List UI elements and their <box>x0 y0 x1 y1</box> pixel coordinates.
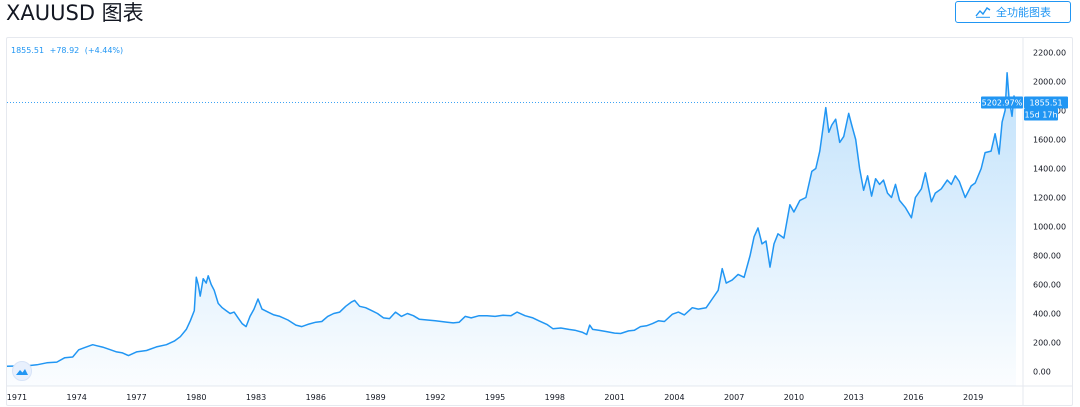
y-tick-label: 800.00 <box>1033 252 1061 261</box>
legend-change: +78.92 <box>49 46 80 55</box>
x-tick-label: 1980 <box>186 393 206 402</box>
full-chart-label: 全功能图表 <box>996 6 1051 19</box>
full-chart-button[interactable]: 全功能图表 <box>955 1 1071 23</box>
price-tag-bg <box>1024 96 1068 109</box>
y-tick-label: 2000.00 <box>1033 78 1066 87</box>
x-tick-label: 1992 <box>425 393 445 402</box>
y-tick-label: 600.00 <box>1033 281 1061 290</box>
y-tick-label: 2200.00 <box>1033 49 1066 58</box>
y-tick-label: 1400.00 <box>1033 165 1066 174</box>
x-tick-label: 1971 <box>7 393 27 402</box>
x-tick-label: 2013 <box>843 393 863 402</box>
countdown-tag-bg <box>1024 108 1058 121</box>
percent-tag-bg <box>981 96 1023 109</box>
x-tick-label: 1986 <box>306 393 326 402</box>
price-line <box>6 72 1017 368</box>
x-tick-label: 1983 <box>246 393 266 402</box>
y-tick-label: 0.00 <box>1033 368 1051 377</box>
x-tick-label: 2010 <box>784 393 804 402</box>
x-tick-label: 1995 <box>485 393 505 402</box>
x-tick-label: 2019 <box>963 393 983 402</box>
x-tick-label: 2007 <box>724 393 744 402</box>
x-tick-label: 2004 <box>664 393 684 402</box>
x-tick-label: 2016 <box>903 393 923 402</box>
chart-frame[interactable] <box>6 37 1073 406</box>
x-tick-label: 1977 <box>126 393 146 402</box>
x-tick-label: 1989 <box>365 393 385 402</box>
page-title: XAUUSD 图表 <box>6 1 144 25</box>
legend-price: 1855.51 <box>11 46 45 55</box>
price-area <box>7 72 1016 387</box>
percent-tag: 5202.97% <box>982 98 1023 107</box>
chart-line-icon <box>975 6 991 18</box>
legend-change-pct: (+4.44%) <box>84 46 124 55</box>
tradingview-logo-icon[interactable] <box>12 361 32 381</box>
price-legend: 1855.51 +78.92 (+4.44%) <box>11 46 126 55</box>
x-tick-label: 1974 <box>67 393 87 402</box>
x-tick-label: 2001 <box>604 393 624 402</box>
y-tick-label: 1000.00 <box>1033 223 1066 232</box>
y-tick-label: 400.00 <box>1033 310 1061 319</box>
countdown-tag: 15d 17h <box>1024 110 1057 119</box>
price-tag: 1855.51 <box>1029 98 1062 107</box>
y-tick-label: 200.00 <box>1033 339 1061 348</box>
x-tick-label: 1998 <box>545 393 565 402</box>
y-tick-label: 1200.00 <box>1033 194 1066 203</box>
y-tick-label: 1600.00 <box>1033 136 1066 145</box>
